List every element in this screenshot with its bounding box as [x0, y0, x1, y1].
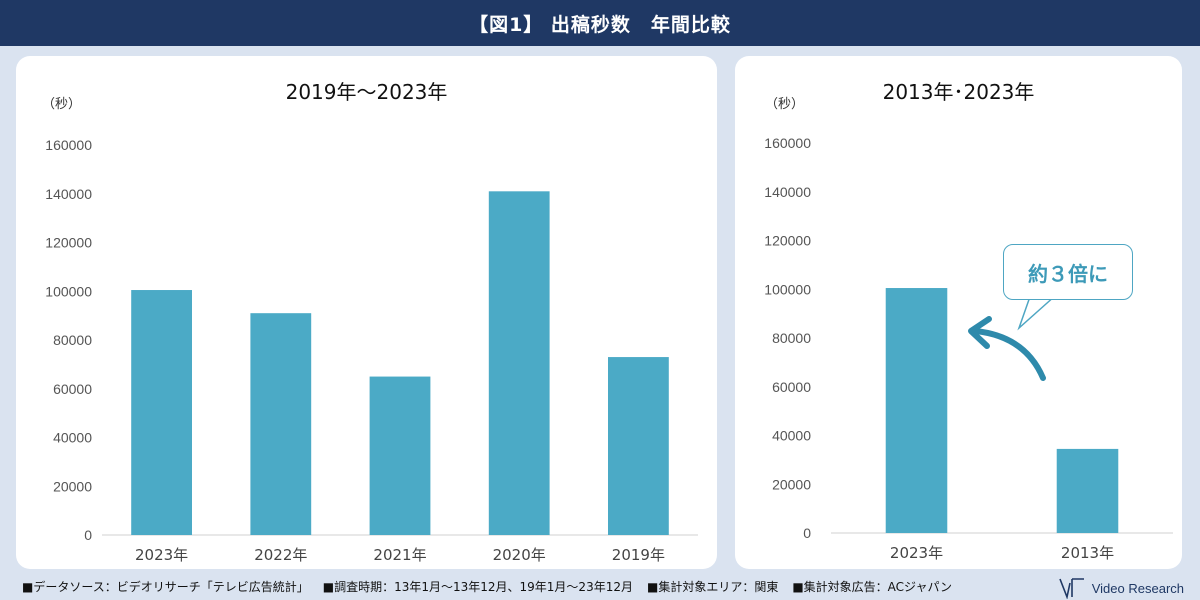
right-y-tick-8: 160000: [764, 135, 811, 151]
left-bar-1: [250, 313, 312, 535]
chart-panel-right: 2013年･2023年 （秒） 0 20000 40000 60000 80000 100…: [735, 56, 1182, 569]
right-y-tick-0: 0: [803, 525, 811, 541]
right-y-tick-6: 120000: [764, 233, 811, 249]
brand-name: Video Research: [1091, 580, 1184, 596]
right-y-tick-5: 100000: [764, 281, 811, 297]
footer-note-period: ■調査時期：13年1月～13年12月、19年1月～23年12月: [322, 579, 633, 594]
left-bar-4: [608, 357, 669, 535]
left-y-tick-0: 0: [84, 527, 92, 543]
right-y-tick-1: 20000: [772, 476, 811, 492]
left-bar-3: [488, 191, 550, 535]
right-y-tick-4: 80000: [772, 330, 811, 346]
left-y-tick-1: 20000: [53, 478, 92, 494]
footer-note-target: ■集計対象広告：ACジャパン: [792, 579, 953, 594]
page-header: 【図1】 出稿秒数 年間比較: [0, 0, 1200, 46]
footer-note-source: ■データソース：ビデオリサーチ「テレビ広告統計」: [22, 579, 309, 594]
left-bar-0: [131, 290, 192, 535]
arrow-head-icon: [968, 316, 992, 349]
left-bar-2: [369, 376, 431, 535]
right-x-label-0: 2023年: [890, 544, 943, 562]
brand: Video Research: [1058, 577, 1184, 599]
left-y-tick-6: 120000: [45, 235, 92, 251]
callout-tail: [1017, 298, 1052, 331]
left-y-tick-7: 140000: [45, 186, 92, 202]
footer-notes: ■データソース：ビデオリサーチ「テレビ広告統計」 ■調査時期：13年1月～13年…: [0, 578, 952, 595]
video-research-logo-icon: [1058, 578, 1084, 599]
right-x-label-1: 2013年: [1061, 544, 1114, 562]
annotation-callout: 約３倍に: [1003, 244, 1133, 300]
arrow-curve-icon: [972, 328, 1046, 381]
right-bar-1: [1056, 448, 1119, 533]
chart-panel-left: 2019年～2023年 （秒） 0 20000 40000 60000 80000 100…: [16, 56, 717, 569]
left-y-tick-5: 100000: [45, 283, 92, 299]
y-axis-unit-left: （秒）: [42, 97, 82, 112]
left-y-tick-2: 40000: [53, 430, 92, 446]
left-y-tick-3: 60000: [53, 381, 92, 397]
chart-title-left: 2019年～2023年: [285, 80, 448, 104]
left-x-label-3: 2020年: [493, 546, 546, 564]
left-y-tick-8: 160000: [45, 137, 92, 153]
y-axis-unit-right: （秒）: [765, 97, 805, 112]
right-y-tick-3: 60000: [772, 379, 811, 395]
right-y-tick-2: 40000: [772, 428, 811, 444]
page-title: 【図1】 出稿秒数 年間比較: [469, 13, 731, 36]
right-bar-0: [885, 288, 948, 533]
left-x-label-4: 2019年: [612, 546, 665, 564]
left-y-tick-4: 80000: [53, 332, 92, 348]
footer: ■データソース：ビデオリサーチ「テレビ広告統計」 ■調査時期：13年1月～13年…: [0, 572, 1200, 600]
left-x-label-0: 2023年: [135, 546, 188, 564]
left-x-label-2: 2021年: [373, 546, 426, 564]
right-y-tick-7: 140000: [764, 184, 811, 200]
chart-title-right: 2013年･2023年: [882, 80, 1035, 104]
bar-chart-left: 0 20000 40000 60000 80000 100000 120000 140000 1…: [45, 137, 698, 564]
bar-chart-right: 0 20000 40000 60000 80000 100000 120000 140000 1…: [764, 135, 1173, 562]
footer-note-area: ■集計対象エリア：関東: [646, 579, 779, 594]
left-x-label-1: 2022年: [254, 546, 307, 564]
